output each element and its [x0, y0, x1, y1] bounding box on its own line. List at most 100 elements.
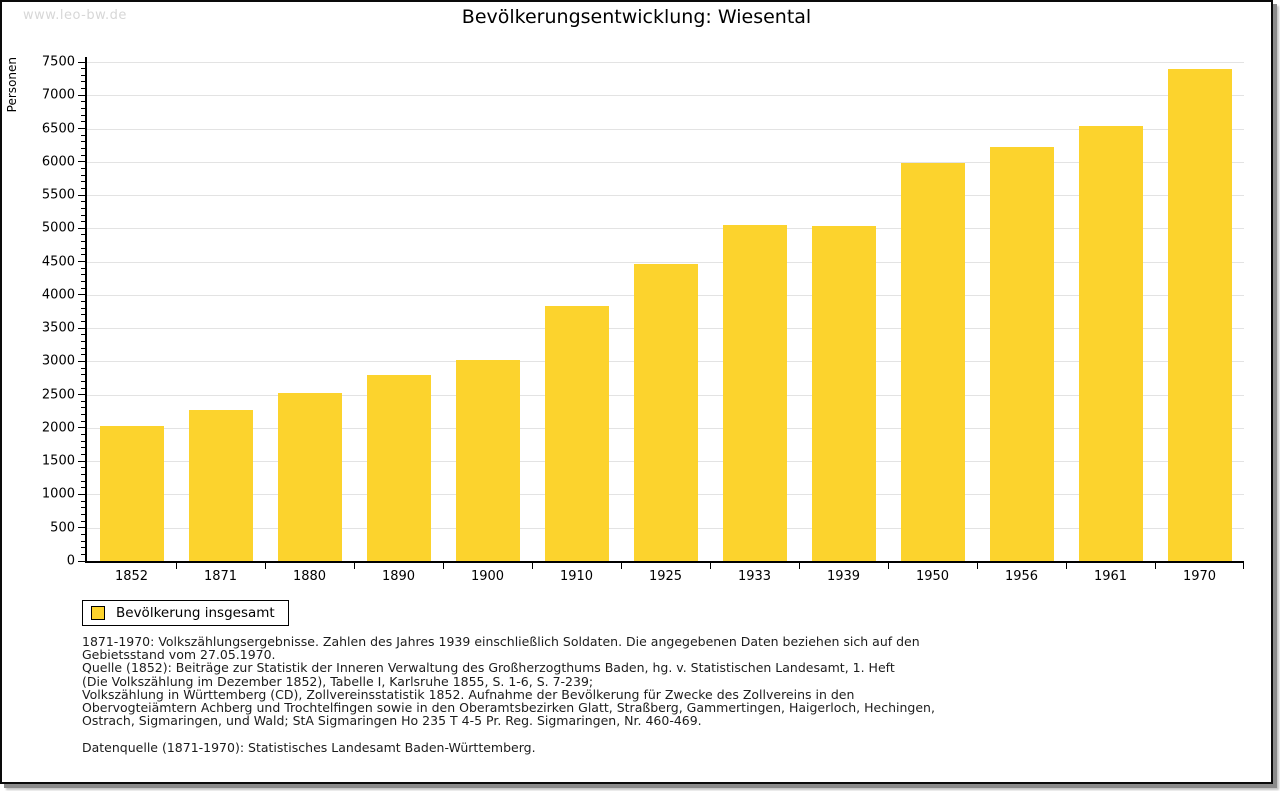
bar-1871 [188, 409, 253, 561]
x-boundary-tick-8 [799, 563, 800, 569]
legend-label: Bevölkerung insgesamt [116, 605, 275, 621]
y-minor-tick-2900 [81, 367, 85, 369]
y-minor-tick-3300 [81, 340, 85, 342]
y-minor-tick-5900 [81, 167, 85, 169]
y-minor-tick-5100 [81, 221, 85, 223]
x-boundary-tick-4 [443, 563, 444, 569]
bar-1900 [455, 360, 520, 561]
gridline-4500 [87, 261, 1244, 263]
gridline-7500 [87, 62, 1244, 63]
x-tick-label-1933: 1933 [737, 569, 772, 584]
y-minor-tick-2200 [81, 414, 85, 416]
y-minor-tick-5700 [81, 181, 85, 183]
x-tick-label-1939: 1939 [826, 569, 861, 584]
y-tick-label-6500: 6500 [41, 121, 75, 137]
y-minor-tick-400 [81, 533, 85, 535]
y-minor-tick-900 [81, 500, 85, 502]
gridline-6000 [87, 161, 1244, 163]
footnote-line-3: Quelle (1852): Beiträge zur Statistik de… [82, 660, 895, 676]
bar-1852 [99, 425, 164, 561]
y-major-tick-4500 [78, 261, 85, 263]
y-minor-tick-4600 [81, 254, 85, 256]
y-minor-tick-2800 [81, 374, 85, 376]
y-minor-tick-3200 [81, 347, 85, 349]
y-tick-label-0: 0 [66, 553, 75, 569]
plot-area: 0 500 1000 1500 2000 2500 3000 3500 4000 4500 5000… [42, 55, 1244, 584]
x-tick-label-1910: 1910 [559, 569, 594, 584]
y-major-tick-6500 [78, 128, 85, 130]
x-tick-label-1961: 1961 [1093, 569, 1128, 584]
y-major-tick-5000 [78, 227, 85, 229]
y-minor-tick-3700 [81, 314, 85, 316]
y-tick-label-3000: 3000 [41, 353, 75, 369]
y-minor-tick-6300 [81, 141, 85, 143]
y-minor-tick-5200 [81, 214, 85, 216]
y-minor-tick-6400 [81, 134, 85, 136]
footnote-line-4: (Die Volkszählung im Dezember 1852), Tab… [82, 673, 594, 689]
x-boundary-tick-3 [354, 563, 355, 569]
y-minor-tick-5800 [81, 174, 85, 176]
x-tick-label-1880: 1880 [292, 569, 327, 584]
y-tick-label-4000: 4000 [41, 287, 75, 303]
y-minor-tick-1700 [81, 447, 85, 449]
bar-1961 [1078, 125, 1143, 561]
x-tick-label-1871: 1871 [203, 569, 238, 584]
y-minor-tick-2600 [81, 387, 85, 389]
y-minor-tick-5600 [81, 187, 85, 189]
y-minor-tick-4300 [81, 274, 85, 276]
y-minor-tick-5300 [81, 207, 85, 209]
bar-1939 [811, 226, 876, 561]
y-minor-tick-4700 [81, 247, 85, 249]
y-minor-tick-4200 [81, 281, 85, 283]
x-tick-label-1956: 1956 [1004, 569, 1039, 584]
y-major-tick-2500 [78, 394, 85, 396]
bar-1956 [989, 147, 1054, 561]
gridline-5500 [87, 195, 1244, 197]
y-minor-tick-7300 [81, 74, 85, 76]
y-major-tick-7500 [78, 61, 85, 63]
y-minor-tick-3600 [81, 320, 85, 322]
y-tick-label-7500: 7500 [41, 54, 75, 70]
y-minor-tick-100 [81, 553, 85, 555]
y-minor-tick-4100 [81, 287, 85, 289]
y-minor-tick-6100 [81, 154, 85, 156]
y-minor-tick-7400 [81, 68, 85, 70]
y-minor-tick-800 [81, 507, 85, 509]
y-tick-label-500: 500 [50, 520, 75, 536]
y-major-tick-3000 [78, 360, 85, 362]
bar-1950 [900, 163, 965, 561]
y-minor-tick-6200 [81, 147, 85, 149]
x-tick-label-1890: 1890 [381, 569, 416, 584]
x-boundary-tick-10 [977, 563, 978, 569]
y-minor-tick-3400 [81, 334, 85, 336]
bar-1925 [633, 264, 698, 561]
y-tick-label-1500: 1500 [41, 453, 75, 469]
y-minor-tick-300 [81, 540, 85, 542]
bar-1880 [277, 392, 342, 561]
y-minor-tick-6800 [81, 108, 85, 110]
y-minor-tick-3100 [81, 354, 85, 356]
y-minor-tick-2100 [81, 420, 85, 422]
y-minor-tick-6600 [81, 121, 85, 123]
y-minor-tick-1800 [81, 440, 85, 442]
x-boundary-tick-6 [621, 563, 622, 569]
y-minor-tick-5400 [81, 201, 85, 203]
y-tick-label-4500: 4500 [41, 254, 75, 270]
footnote-line-7: Ostrach, Sigmaringen, und Wald; StA Sigm… [82, 713, 702, 729]
y-minor-tick-1400 [81, 467, 85, 469]
y-minor-tick-1200 [81, 480, 85, 482]
y-major-tick-1000 [78, 493, 85, 495]
legend: Bevölkerung insgesamt [82, 600, 289, 626]
bar-1933 [722, 225, 787, 561]
bar-1970 [1167, 69, 1232, 561]
footnote-line-5: Volkszählung in Württemberg (CD), Zollve… [82, 686, 855, 702]
x-boundary-tick-5 [532, 563, 533, 569]
y-axis-label: Personen [5, 57, 19, 113]
y-major-tick-5500 [78, 194, 85, 196]
y-minor-tick-4400 [81, 267, 85, 269]
legend-swatch-icon [91, 606, 105, 620]
y-minor-tick-1300 [81, 474, 85, 475]
y-major-tick-3500 [78, 327, 85, 329]
y-minor-tick-2400 [81, 400, 85, 402]
